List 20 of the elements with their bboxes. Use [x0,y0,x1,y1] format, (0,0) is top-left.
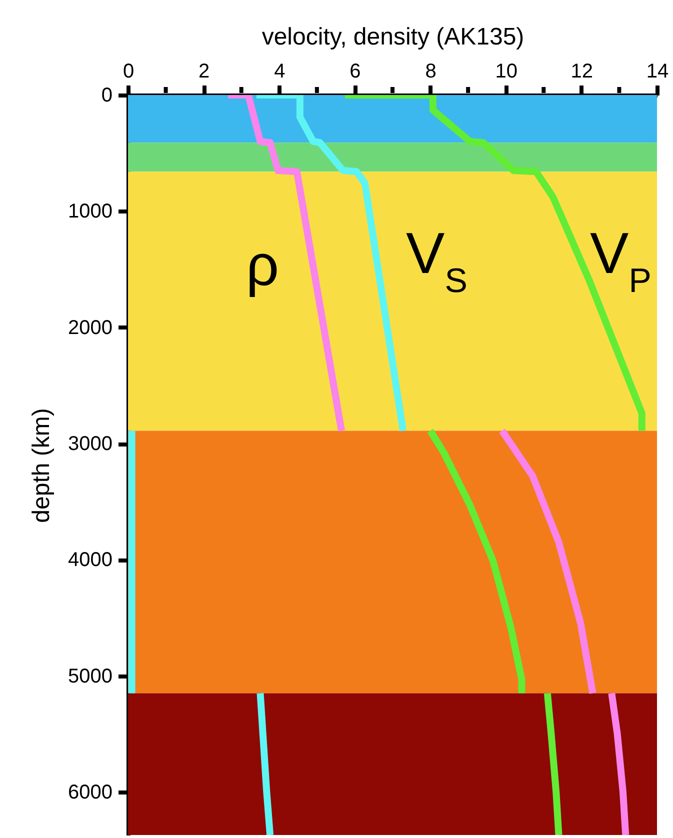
x-tick-label: 14 [646,60,669,82]
x-tick-label: 10 [495,60,518,82]
y-tick-label: 0 [101,84,112,106]
annotation: ρ [246,233,279,298]
x-tick-label: 12 [570,60,594,82]
x-axis-title: velocity, density (AK135) [262,24,524,50]
y-tick-label: 4000 [68,549,112,572]
y-tick-label: 3000 [68,433,112,456]
y-tick-label: 1000 [68,200,112,223]
y-axis-title: depth (km) [28,408,56,523]
x-tick-label: 0 [122,60,134,82]
y-tick-label: 2000 [68,316,112,339]
x-tick-label: 6 [350,60,361,82]
annotation: V$_{P}$ [590,221,652,300]
x-tick-label: 8 [425,60,436,82]
annotation: V$_{S}$ [406,221,468,300]
y-tick-label: 6000 [68,782,112,804]
x-tick-label: 2 [198,60,210,82]
x-tick-label: 4 [274,60,286,82]
y-tick-label: 5000 [68,665,112,688]
